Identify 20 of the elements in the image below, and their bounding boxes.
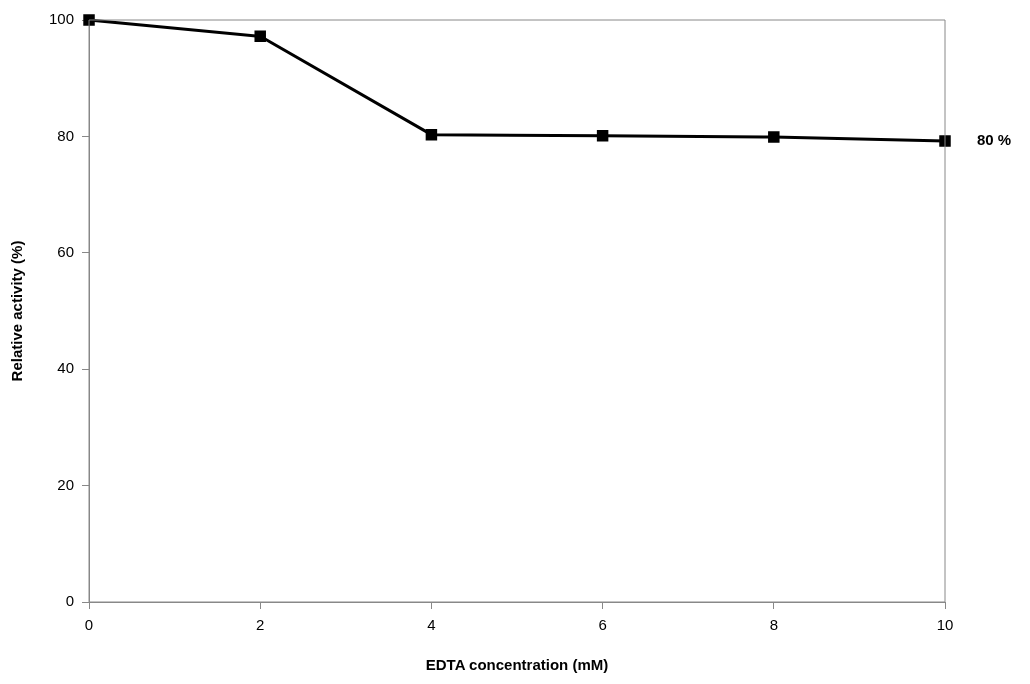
x-tick-label: 10 [936, 616, 954, 634]
y-tick-label: 60 [57, 242, 75, 260]
x-tick-label: 2 [256, 616, 265, 634]
y-tick-label: 100 [49, 10, 75, 28]
point [254, 30, 266, 43]
point [768, 131, 780, 143]
x-tick-label: 0 [84, 616, 94, 634]
annotation: 80 % [977, 131, 1012, 149]
y-tick-label: 80 [57, 126, 75, 144]
point [425, 128, 438, 141]
x-axis-title: EDTA concentration (mM) [425, 656, 609, 674]
y-axis-title: Relative activity (%) [8, 240, 26, 382]
y-tick-label: 20 [57, 475, 75, 493]
point [596, 130, 609, 142]
point [939, 135, 951, 147]
y-tick-label: 40 [57, 359, 75, 377]
x-tick-label: 6 [598, 616, 607, 634]
x-tick-label: 8 [769, 616, 778, 634]
y-tick-label: 0 [65, 592, 75, 610]
x-tick-label: 4 [427, 616, 436, 634]
